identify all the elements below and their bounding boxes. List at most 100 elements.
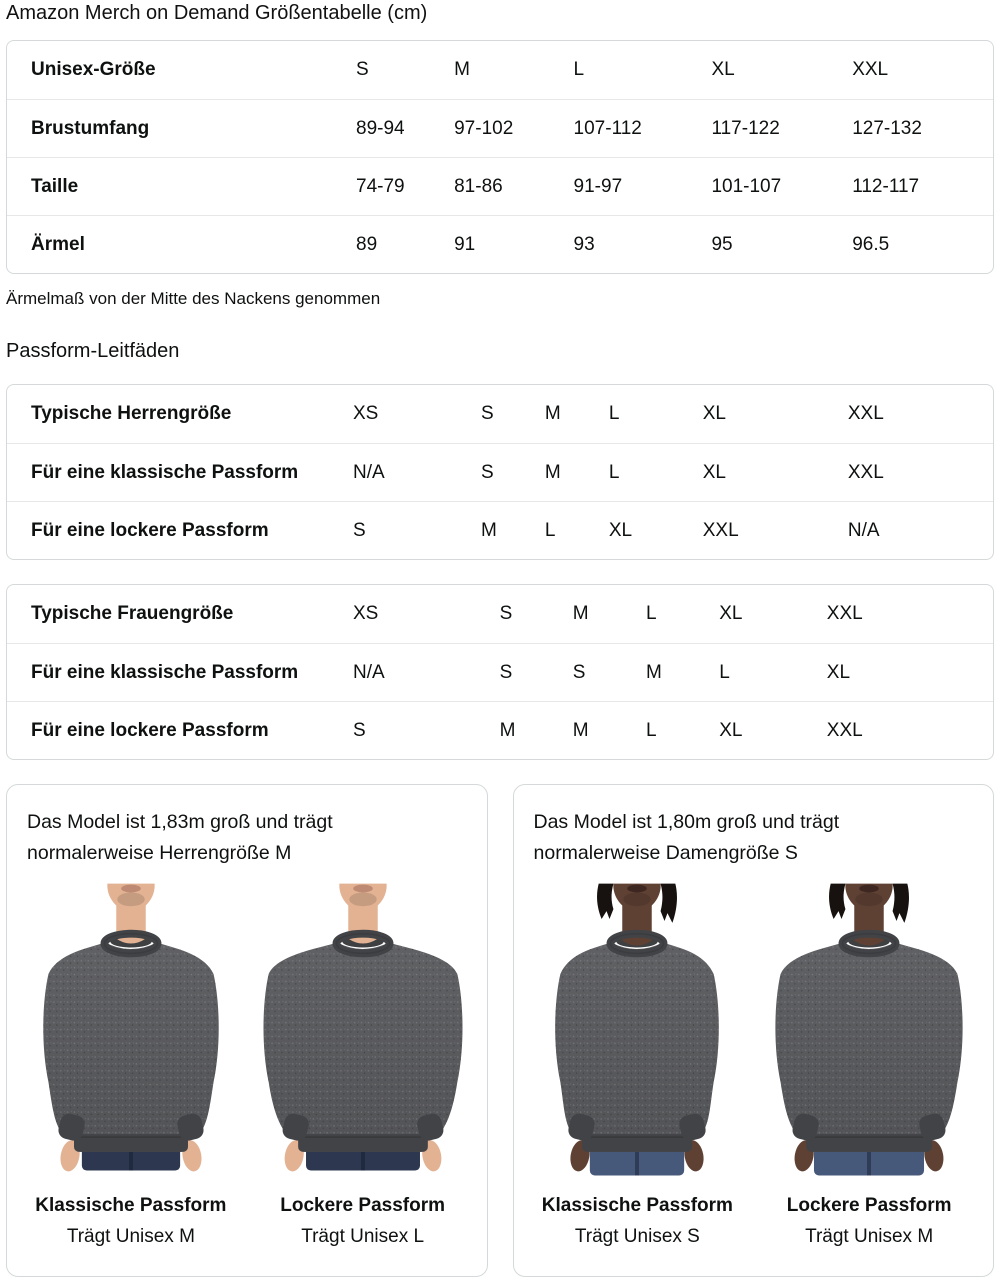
size-value: 89-94 [356, 99, 455, 157]
model-figure: Klassische Passform Trägt Unisex M [15, 883, 247, 1247]
table-row: Brustumfang 89-94 97-102 107-112 117-122… [7, 99, 993, 157]
page-title: Amazon Merch on Demand Größentabelle (cm… [6, 2, 428, 24]
model-figure: Lockere Passform Trägt Unisex M [753, 883, 985, 1247]
row-label: Ärmel [7, 215, 356, 273]
table-row: Für eine lockere Passform S M M L XL XXL [7, 701, 993, 759]
size-value: 107-112 [573, 99, 712, 157]
size-value: 112-117 [852, 157, 993, 215]
model-figures: Klassische Passform Trägt Unisex M [15, 883, 479, 1247]
table-row: Taille 74-79 81-86 91-97 101-107 112-117 [7, 157, 993, 215]
table-row: Für eine klassische Passform N/A S M L X… [7, 443, 993, 501]
row-label: Taille [7, 157, 356, 215]
size-label: Trägt Unisex L [301, 1226, 425, 1247]
size-value: XL [719, 603, 743, 624]
size-label: Trägt Unisex M [805, 1226, 934, 1247]
size-value: S [572, 643, 647, 701]
size-value: 91 [454, 215, 574, 273]
model-cards: Das Model ist 1,83m groß und trägt norma… [6, 784, 994, 1277]
row-label: Für eine klassische Passform [7, 443, 353, 501]
size-value: 96.5 [852, 215, 993, 273]
size-value: S [481, 403, 494, 424]
size-value: XXL [702, 501, 848, 559]
size-value: XXL [847, 443, 993, 501]
fit-guides-heading: Passform-Leitfäden [6, 340, 180, 362]
row-label: Typische Herrengröße [31, 403, 232, 424]
size-value: S [481, 443, 545, 501]
table-row: Typische Herrengröße XS S M L XL XXL [7, 385, 993, 443]
size-value: M [499, 701, 573, 759]
size-value: 74-79 [356, 157, 455, 215]
size-value: XXL [847, 403, 884, 424]
size-value: M [454, 59, 470, 80]
sleeve-measure-note: Ärmelmaß von der Mitte des Nackens genom… [6, 289, 381, 308]
row-label: Für eine lockere Passform [7, 501, 353, 559]
size-value: 95 [711, 215, 853, 273]
size-value: N/A [353, 443, 481, 501]
table-row: Ärmel 89 91 93 95 96.5 [7, 215, 993, 273]
size-value: XL [608, 501, 703, 559]
size-value: 117-122 [711, 99, 853, 157]
fit-label: Klassische Passform [541, 1195, 733, 1216]
size-value: 89 [356, 215, 455, 273]
size-value: M [646, 643, 720, 701]
model-figure: Klassische Passform Trägt Unisex S [522, 883, 754, 1247]
size-value: L [719, 643, 827, 701]
size-value: S [499, 603, 513, 624]
model-card-women: Das Model ist 1,80m groß und trägt norma… [512, 784, 994, 1277]
model-photo-male-loose [249, 883, 476, 1179]
size-value: L [573, 59, 585, 80]
model-description: Das Model ist 1,80m groß und trägt norma… [533, 811, 840, 864]
table-row: Für eine lockere Passform S M L XL XXL N… [7, 501, 993, 559]
model-figure: Lockere Passform Trägt Unisex L [247, 883, 479, 1247]
model-photo-female-loose [756, 883, 983, 1179]
size-value: XXL [852, 59, 889, 80]
size-value: S [353, 701, 500, 759]
table-row: Typische Frauengröße XS S M L XL XXL [7, 585, 993, 643]
figure-caption: Klassische Passform Trägt Unisex M [35, 1195, 226, 1247]
size-value: S [353, 501, 481, 559]
mens-fit-table: Typische Herrengröße XS S M L XL XXL Für… [6, 384, 994, 560]
row-label: Für eine lockere Passform [7, 701, 353, 759]
size-value: N/A [353, 643, 500, 701]
size-value: 127-132 [852, 99, 993, 157]
fit-label: Klassische Passform [35, 1195, 227, 1216]
size-value: XL [711, 59, 735, 80]
size-value: XXL [826, 603, 863, 624]
size-value: XL [826, 643, 993, 701]
size-value: L [646, 603, 657, 624]
row-label: Für eine klassische Passform [7, 643, 353, 701]
size-value: 81-86 [454, 157, 574, 215]
fit-label: Lockere Passform [280, 1195, 445, 1216]
figure-caption: Lockere Passform Trägt Unisex M [787, 1195, 952, 1247]
model-photo-male-classic [17, 883, 244, 1179]
size-value: S [356, 59, 369, 80]
size-value: M [544, 403, 561, 424]
size-value: N/A [847, 501, 993, 559]
size-value: XL [702, 403, 726, 424]
model-photo-female-classic [524, 883, 751, 1179]
womens-fit-table: Typische Frauengröße XS S M L XL XXL Für… [6, 584, 994, 760]
size-value: M [572, 701, 647, 759]
size-value: 91-97 [573, 157, 712, 215]
size-value: L [646, 701, 720, 759]
size-value: 101-107 [711, 157, 853, 215]
size-value: XL [719, 701, 827, 759]
fit-label: Lockere Passform [786, 1195, 952, 1216]
row-label: Unisex-Größe [31, 59, 156, 80]
size-value: XL [702, 443, 848, 501]
size-value: 97-102 [454, 99, 574, 157]
row-label: Typische Frauengröße [31, 603, 234, 624]
size-value: M [481, 501, 545, 559]
size-label: Trägt Unisex S [574, 1226, 700, 1247]
table-row: Unisex-Größe S M L XL XXL [7, 41, 993, 99]
model-card-men: Das Model ist 1,83m groß und trägt norma… [6, 784, 488, 1277]
size-value: S [499, 643, 573, 701]
size-value: 93 [573, 215, 712, 273]
size-value: L [544, 501, 609, 559]
model-figures: Klassische Passform Trägt Unisex S [522, 883, 986, 1247]
size-value: XS [353, 403, 379, 424]
model-description: Das Model ist 1,83m groß und trägt norma… [27, 811, 333, 864]
unisex-size-table: Unisex-Größe S M L XL XXL Brustumfang 89… [6, 40, 994, 274]
figure-caption: Klassische Passform Trägt Unisex S [542, 1195, 733, 1247]
